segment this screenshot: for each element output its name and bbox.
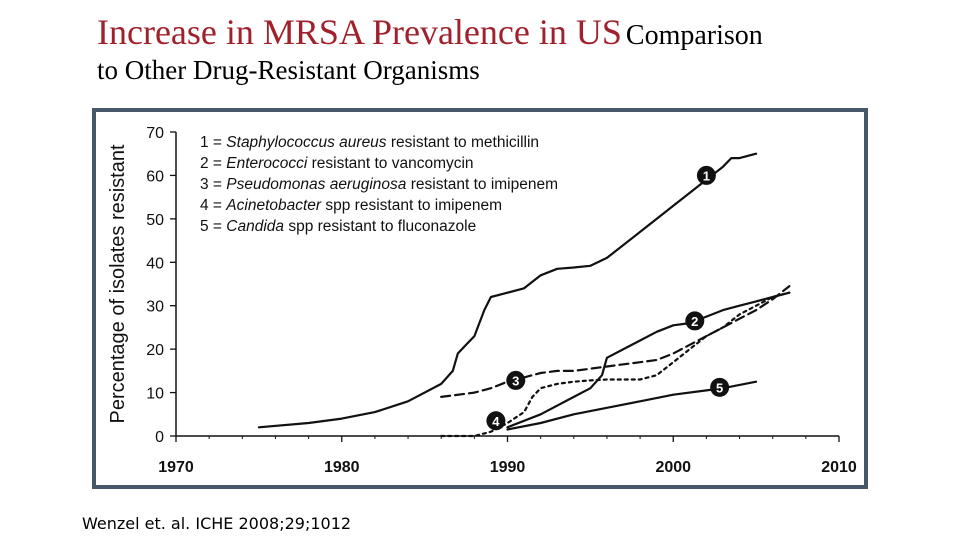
y-tick-label: 50 bbox=[146, 212, 164, 229]
series-marker-5 bbox=[710, 377, 730, 397]
line-chart: 0 10 20 30 40 50 60 70 1970 1980 1990 2000 2010 Per… bbox=[107, 125, 857, 476]
legend-resistance: spp resistant to fluconazole bbox=[284, 218, 476, 235]
series-marker-3 bbox=[506, 370, 526, 390]
x-tick-label: 1990 bbox=[490, 459, 526, 476]
x-tick-label: 2010 bbox=[821, 459, 857, 476]
y-tick-label: 60 bbox=[146, 168, 164, 185]
title-subtitle-part2: to Other Drug-Resistant Organisms bbox=[97, 55, 480, 86]
legend-organism: Acinetobacter bbox=[225, 197, 322, 214]
series-marker-label-4: 4 bbox=[492, 414, 500, 429]
x-tick-label: 1970 bbox=[158, 459, 194, 476]
y-tick-label: 30 bbox=[146, 299, 164, 316]
legend-entry-4: 4 = Acinetobacter spp resistant to imipe… bbox=[200, 197, 502, 214]
series-marker-label-1: 1 bbox=[703, 168, 710, 183]
series-marker-2 bbox=[685, 311, 705, 331]
legend-resistance: spp resistant to imipenem bbox=[321, 197, 502, 214]
legend-resistance: resistant to imipenem bbox=[406, 176, 558, 193]
y-tick-label: 40 bbox=[146, 255, 164, 272]
legend-entry-1: 1 = Staphylococcus aureus resistant to m… bbox=[200, 134, 539, 151]
legend-organism: Enterococci bbox=[226, 155, 308, 172]
y-axis-label: Percentage of isolates resistant bbox=[107, 144, 129, 423]
legend-resistance: resistant to methicillin bbox=[387, 134, 539, 151]
series-line-1 bbox=[257, 152, 758, 429]
y-tick-label: 10 bbox=[146, 386, 164, 403]
legend-entry-5: 5 = Candida spp resistant to fluconazole bbox=[200, 218, 476, 235]
series-line-3 bbox=[440, 285, 791, 398]
legend-organism: Staphylococcus aureus bbox=[226, 134, 387, 151]
title-subtitle-part1: Comparison bbox=[625, 20, 763, 51]
series-marker-1 bbox=[696, 165, 716, 185]
slide-title: Increase in MRSA Prevalence in US Compar… bbox=[97, 12, 947, 86]
series-marker-label-2: 2 bbox=[691, 314, 698, 329]
citation: Wenzel et. al. ICHE 2008;29;1012 bbox=[82, 514, 352, 533]
x-tick-label: 1980 bbox=[324, 459, 360, 476]
chart-figure: 0 10 20 30 40 50 60 70 1970 1980 1990 2000 2010 Per… bbox=[92, 108, 868, 489]
legend-number: 4 = bbox=[200, 197, 226, 214]
series-marker-label-3: 3 bbox=[512, 373, 519, 388]
y-tick-label: 70 bbox=[146, 125, 164, 142]
legend-organism: Pseudomonas aeruginosa bbox=[226, 176, 406, 193]
legend-resistance: resistant to vancomycin bbox=[307, 155, 473, 172]
legend-entry-3: 3 = Pseudomonas aeruginosa resistant to … bbox=[200, 176, 558, 193]
legend-number: 5 = bbox=[200, 218, 226, 235]
series-markers: 1 2 3 4 5 bbox=[486, 165, 730, 431]
series-marker-4 bbox=[486, 411, 506, 431]
legend-number: 3 = bbox=[200, 176, 226, 193]
y-axis-ticks: 0 10 20 30 40 50 60 70 bbox=[146, 125, 176, 446]
legend-entry-2: 2 = Enterococci resistant to vancomycin bbox=[200, 155, 474, 172]
legend-number: 1 = bbox=[200, 134, 226, 151]
chart-legend: 1 = Staphylococcus aureus resistant to m… bbox=[200, 134, 558, 235]
legend-organism: Candida bbox=[226, 218, 284, 235]
legend-number: 2 = bbox=[200, 155, 226, 172]
x-axis-ticks: 1970 1980 1990 2000 2010 bbox=[158, 436, 857, 476]
title-main: Increase in MRSA Prevalence in US bbox=[97, 12, 622, 52]
y-tick-label: 20 bbox=[146, 342, 164, 359]
x-tick-label: 2000 bbox=[655, 459, 691, 476]
y-tick-label: 0 bbox=[155, 429, 164, 446]
series-marker-label-5: 5 bbox=[716, 380, 723, 395]
series-line-2 bbox=[506, 291, 791, 429]
